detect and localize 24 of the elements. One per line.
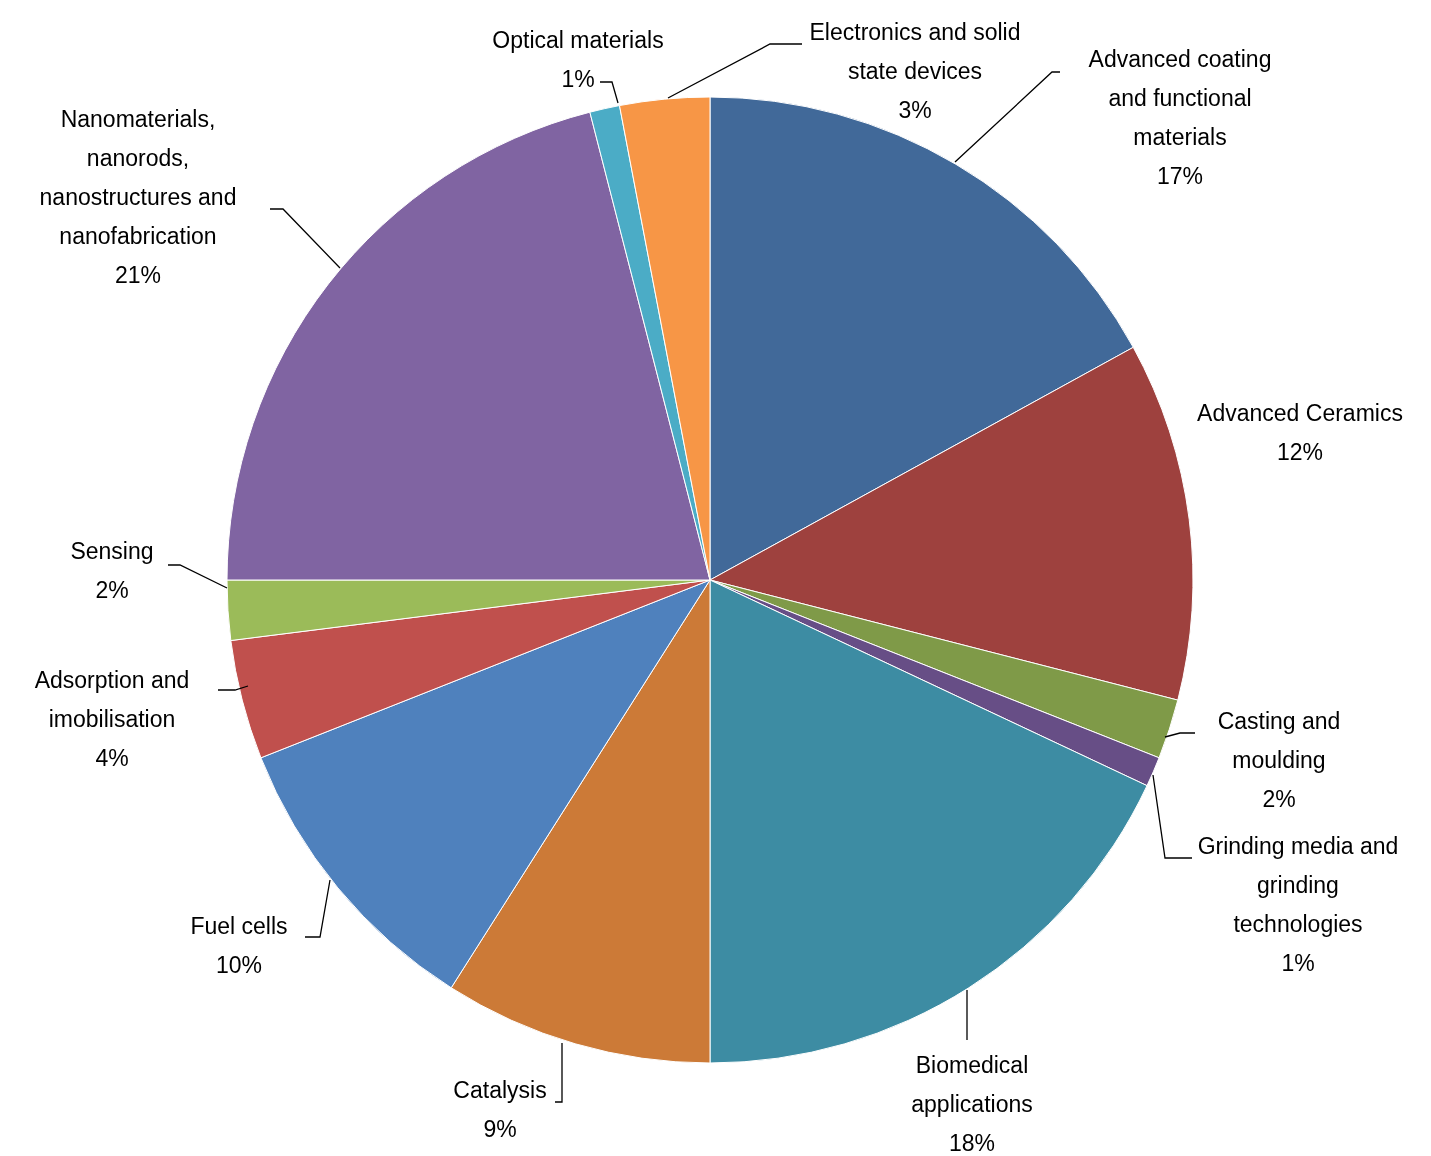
data-label: 2%: [95, 577, 129, 604]
slice-label: Casting and moulding: [1217, 708, 1341, 774]
slice-label: Nanomaterials, nanorods, nanostructures and nanofabrication: [39, 106, 237, 250]
slice-label: Sensing: [70, 538, 154, 565]
data-label: 1%: [561, 66, 595, 93]
slice-label: Optical materials: [492, 27, 664, 54]
data-label: 1%: [1281, 950, 1315, 977]
slice-label: Adsorption and imobilisation: [34, 667, 190, 733]
slice-label: Grinding media and grinding technologies: [1197, 833, 1399, 938]
slice-label: Biomedical applications: [911, 1052, 1033, 1118]
slice-label: Catalysis: [453, 1077, 547, 1104]
data-label: 12%: [1276, 439, 1324, 466]
data-label: 21%: [114, 262, 162, 289]
data-label: 9%: [483, 1116, 517, 1143]
slice-label: Fuel cells: [190, 913, 288, 940]
data-label: 10%: [215, 952, 263, 979]
data-label: 4%: [95, 745, 129, 772]
data-label: 2%: [1262, 786, 1296, 813]
slice-label: Electronics and solid state devices: [809, 19, 1021, 85]
slice-label: Advanced coating and functional materials: [1088, 46, 1272, 151]
data-label: 17%: [1156, 163, 1204, 190]
data-label: 18%: [948, 1130, 996, 1156]
data-label: 3%: [898, 97, 932, 124]
slice-label: Advanced Ceramics: [1197, 400, 1403, 427]
